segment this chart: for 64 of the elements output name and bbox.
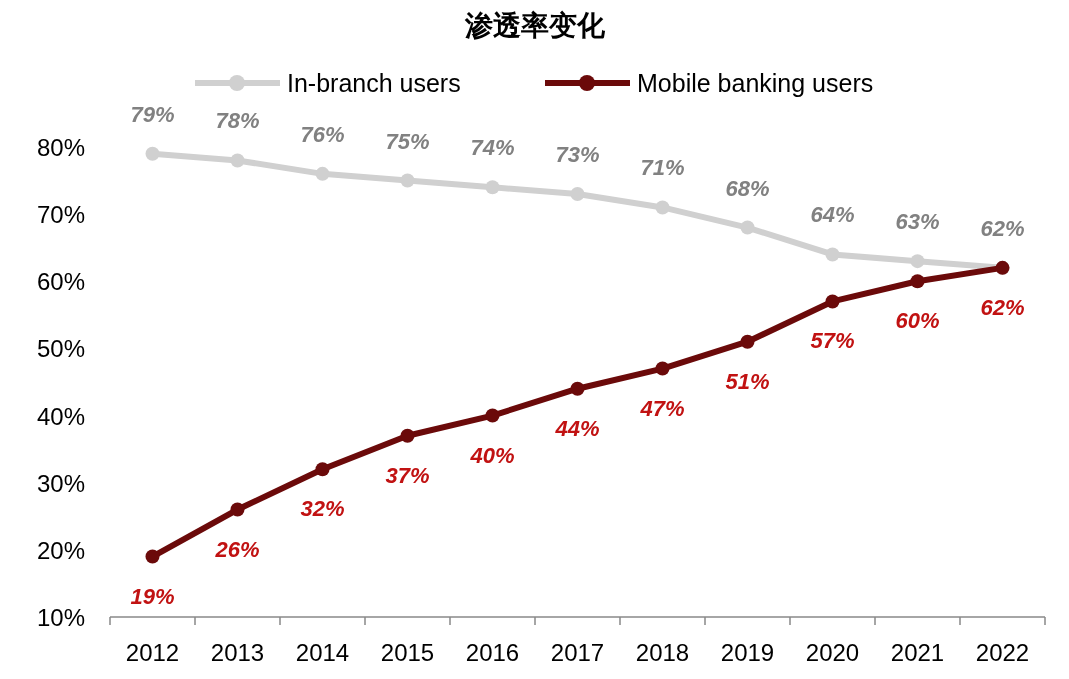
point	[400, 173, 415, 188]
data-label: 26%	[214, 536, 260, 562]
data-label: 68%	[725, 175, 770, 201]
point	[740, 334, 755, 349]
x-tick-label: 2014	[295, 639, 350, 666]
point	[825, 294, 840, 309]
data-label: 37%	[385, 462, 430, 488]
data-label: 57%	[810, 328, 855, 354]
point	[655, 200, 670, 215]
legend-label: Mobile banking users	[637, 69, 874, 97]
point	[145, 146, 160, 161]
y-tick-label: 30%	[36, 469, 85, 497]
point	[910, 274, 925, 289]
x-tick-label: 2022	[975, 639, 1030, 666]
x-tick-label: 2016	[465, 639, 520, 666]
data-label: 62%	[980, 294, 1025, 320]
point	[485, 180, 500, 195]
x-tick-label: 2019	[720, 639, 775, 666]
x-tick-label: 2013	[210, 639, 265, 666]
legend-label: In-branch users	[287, 69, 461, 97]
point	[570, 187, 585, 201]
point	[570, 381, 585, 396]
data-label: 51%	[725, 368, 770, 394]
point	[315, 462, 330, 477]
data-label: 76%	[300, 121, 345, 147]
data-label: 19%	[130, 583, 175, 609]
y-tick-label: 20%	[36, 536, 85, 564]
y-tick-label: 10%	[36, 604, 85, 631]
y-tick-label: 50%	[36, 335, 85, 363]
data-label: 63%	[895, 209, 940, 235]
data-label: 40%	[469, 442, 515, 468]
y-tick-label: 60%	[36, 268, 85, 296]
y-tick-label: 40%	[36, 402, 85, 430]
data-label: 71%	[640, 155, 685, 181]
point	[145, 549, 160, 564]
point	[400, 428, 415, 443]
data-label: 74%	[470, 135, 515, 161]
data-label: 73%	[555, 142, 600, 167]
point	[315, 166, 330, 181]
data-label: 79%	[130, 101, 175, 127]
point	[740, 220, 755, 235]
data-label: 78%	[215, 108, 260, 134]
y-tick-label: 80%	[36, 134, 85, 161]
x-tick-label: 2021	[890, 639, 945, 666]
data-label: 62%	[980, 215, 1025, 241]
x-tick-label: 2017	[550, 639, 605, 666]
x-tick-label: 2015	[380, 639, 435, 666]
data-label: 32%	[300, 496, 345, 522]
data-label: 75%	[385, 128, 430, 154]
data-label: 64%	[810, 202, 855, 228]
point	[655, 361, 670, 376]
x-tick-label: 2020	[805, 639, 860, 666]
data-label: 60%	[895, 308, 940, 334]
point	[230, 153, 245, 168]
point	[825, 247, 840, 262]
data-label: 44%	[554, 415, 600, 441]
point	[910, 254, 925, 269]
y-tick-label: 70%	[36, 201, 85, 229]
point	[485, 408, 500, 423]
x-tick-label: 2018	[635, 639, 690, 666]
x-tick-label: 2012	[125, 639, 180, 666]
chart-title: 渗透率变化	[463, 10, 606, 41]
data-label: 47%	[639, 395, 685, 421]
point	[230, 502, 245, 517]
